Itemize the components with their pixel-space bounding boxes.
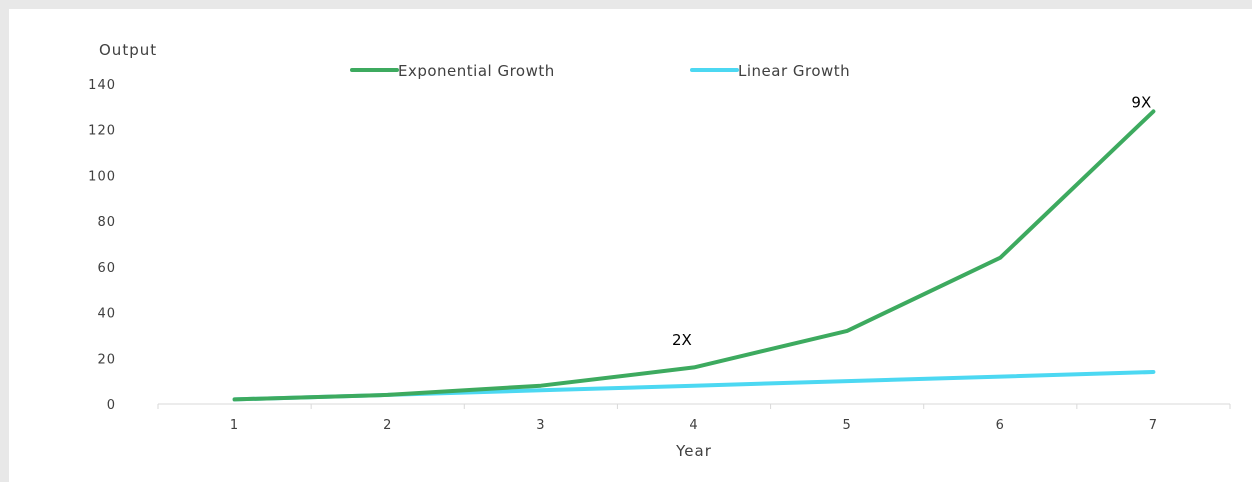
y-tick-label: 0	[107, 398, 116, 413]
x-axis-title: Year	[675, 442, 712, 460]
x-axis-tick-marks	[157, 404, 1231, 409]
x-tick-label: 7	[1149, 418, 1158, 433]
x-tick-label: 1	[230, 418, 239, 433]
legend: Exponential Growth Linear Growth	[350, 62, 850, 80]
x-tick-label: 4	[689, 418, 698, 433]
x-tick-label: 2	[383, 418, 392, 433]
y-tick-label: 20	[97, 352, 116, 367]
y-axis-tick-labels: 0 20 40 60 80 100 120 140	[88, 78, 116, 413]
legend-label-linear: Linear Growth	[738, 62, 850, 80]
x-tick-label: 5	[843, 418, 852, 433]
series-line-exponential	[232, 109, 1156, 402]
series-lines	[232, 109, 1156, 402]
legend-label-exponential: Exponential Growth	[398, 62, 555, 80]
chart-area: 0 20 40 60 80 100 120 140 1 2 3 4 5 6 7 Exponential G…	[9, 9, 1252, 482]
y-tick-label: 80	[97, 215, 116, 230]
annotation-label: 2X	[672, 331, 692, 349]
annotations: 2X 9X	[672, 93, 1151, 349]
y-tick-label: 60	[97, 261, 116, 276]
y-tick-label: 100	[88, 169, 116, 184]
y-tick-label: 140	[88, 78, 116, 93]
y-tick-label: 120	[88, 124, 116, 139]
x-tick-label: 3	[536, 418, 545, 433]
annotation-label: 9X	[1131, 93, 1151, 111]
y-axis-title: Output	[99, 41, 157, 59]
y-tick-label: 40	[97, 307, 116, 322]
line-chart: 0 20 40 60 80 100 120 140 1 2 3 4 5 6 7 Exponential G…	[88, 41, 1231, 460]
x-tick-label: 6	[996, 418, 1005, 433]
x-axis-tick-labels: 1 2 3 4 5 6 7	[230, 418, 1158, 433]
